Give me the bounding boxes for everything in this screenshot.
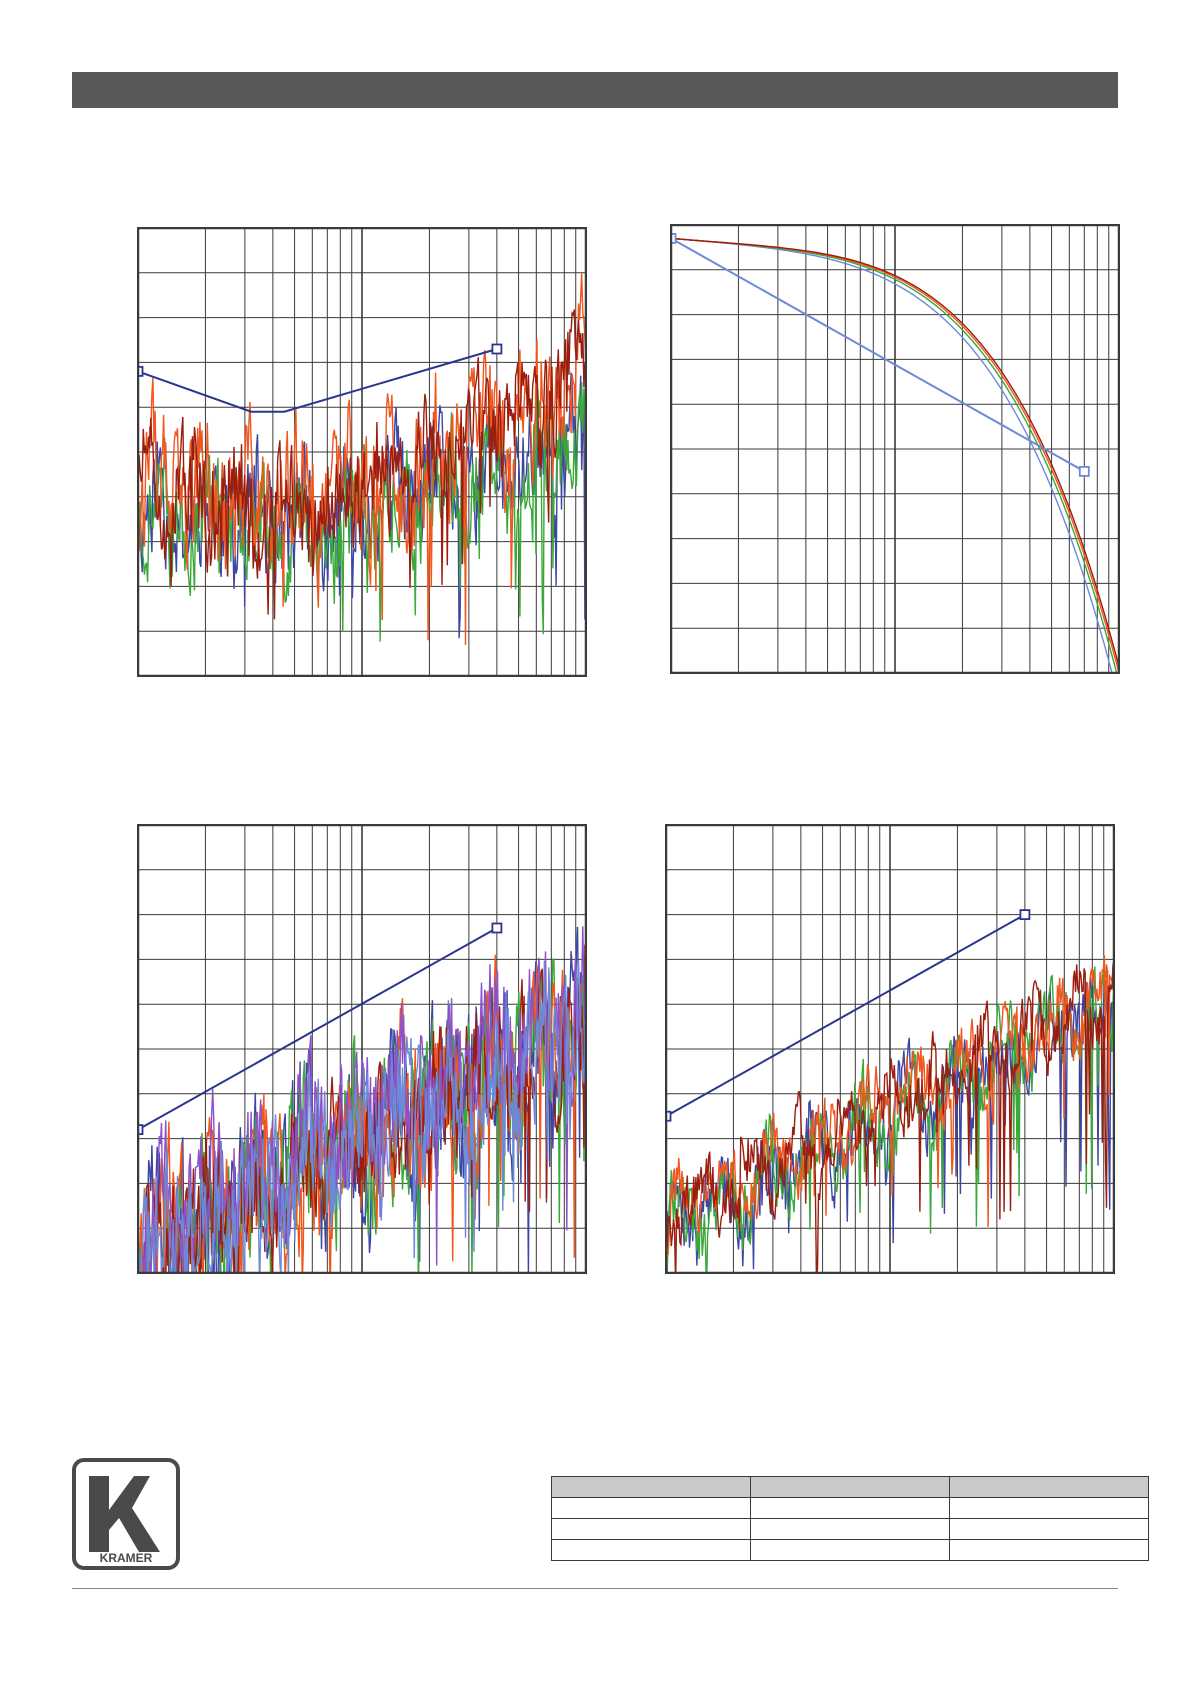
info-table-header-cell <box>551 1476 751 1498</box>
info-table-cell <box>949 1497 1149 1519</box>
kramer-logo: KRAMER <box>72 1458 180 1570</box>
info-table-cell <box>750 1539 950 1561</box>
chart-frame <box>137 227 587 677</box>
chart-frame <box>665 824 1115 1274</box>
limit-marker <box>491 343 503 355</box>
series-line-purple <box>137 926 587 1274</box>
info-table-cell <box>551 1497 751 1519</box>
chart-series-group <box>670 237 1120 674</box>
chart-top-right-plot <box>670 224 1120 674</box>
chart-top-left <box>137 227 587 677</box>
chart-bottom-right <box>665 824 1115 1274</box>
series-line-darkred <box>665 959 1115 1274</box>
info-table-cell <box>551 1539 751 1561</box>
info-table-cell <box>750 1518 950 1540</box>
limit-marker <box>1078 465 1090 477</box>
footer-divider <box>72 1588 1118 1589</box>
series-line-darkred <box>137 309 587 620</box>
series-line-lightblue <box>137 960 587 1274</box>
info-table-header-cell <box>750 1476 950 1498</box>
chart-top-right <box>670 224 1120 674</box>
limit-marker <box>1019 909 1031 920</box>
section-header-bar <box>72 72 1118 108</box>
chart-bottom-right-plot <box>665 824 1115 1274</box>
chart-series-group <box>665 955 1115 1274</box>
kramer-logo-text: KRAMER <box>100 1551 153 1565</box>
limit-marker <box>491 922 503 934</box>
info-table-cell <box>949 1518 1149 1540</box>
chart-frame <box>670 224 1120 674</box>
info-table-row <box>551 1497 1149 1519</box>
chart-bottom-left-plot <box>137 824 587 1274</box>
info-table-cell <box>551 1518 751 1540</box>
kramer-logo-icon: KRAMER <box>72 1458 180 1570</box>
info-table <box>551 1476 1149 1561</box>
series-line-darkred <box>143 944 587 1274</box>
chart-frame <box>137 824 587 1274</box>
chart-grid <box>670 224 1120 674</box>
info-table-cell <box>949 1539 1149 1561</box>
info-table-cell <box>750 1497 950 1519</box>
info-table-header-row <box>551 1476 1149 1498</box>
series-line-orange <box>138 954 587 1274</box>
chart-series-group <box>137 273 587 646</box>
limit-line <box>137 348 498 413</box>
chart-bottom-left <box>137 824 587 1274</box>
info-table-row <box>551 1518 1149 1540</box>
chart-series-group <box>137 926 587 1274</box>
info-table-header-cell <box>949 1476 1149 1498</box>
info-table-row <box>551 1539 1149 1561</box>
limit-line <box>665 913 1026 1118</box>
limit-line <box>670 237 1085 473</box>
chart-top-left-plot <box>137 227 587 677</box>
limit-line <box>137 927 498 1131</box>
